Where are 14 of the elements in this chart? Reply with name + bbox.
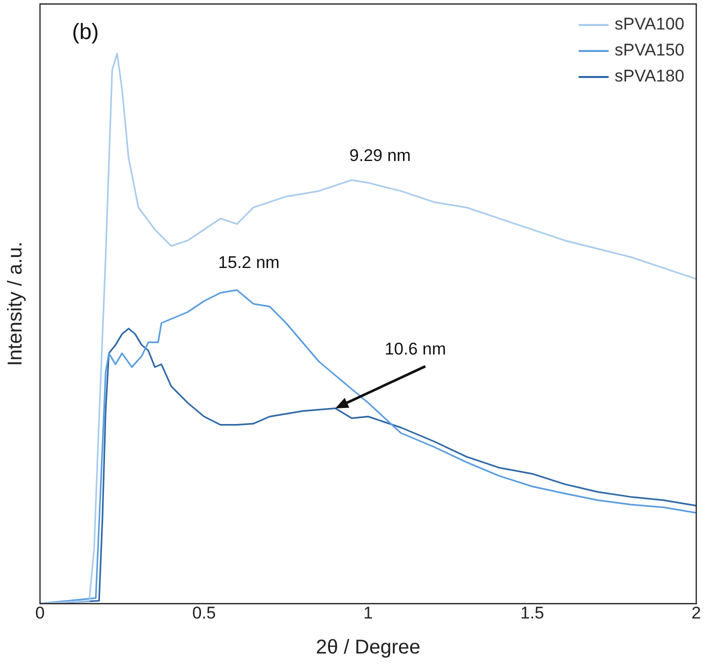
- x-tick-label: 2: [692, 603, 702, 622]
- x-tick-label: 0: [35, 603, 45, 622]
- legend-label: sPVA100: [614, 14, 684, 34]
- x-tick-label: 0.5: [192, 603, 216, 622]
- x-tick-label: 1.5: [520, 603, 544, 622]
- x-axis-title: 2θ / Degree: [316, 636, 420, 659]
- annotation: 15.2 nm: [218, 253, 280, 272]
- legend-label: sPVA150: [614, 40, 684, 60]
- x-tick-label: 1: [363, 603, 373, 622]
- text: (b): [72, 19, 99, 44]
- legend-label: sPVA180: [614, 66, 684, 86]
- annotation: 9.29 nm: [349, 146, 411, 165]
- annotation: 10.6 nm: [384, 340, 446, 359]
- y-axis-title: Intensity / a.u.: [4, 242, 27, 366]
